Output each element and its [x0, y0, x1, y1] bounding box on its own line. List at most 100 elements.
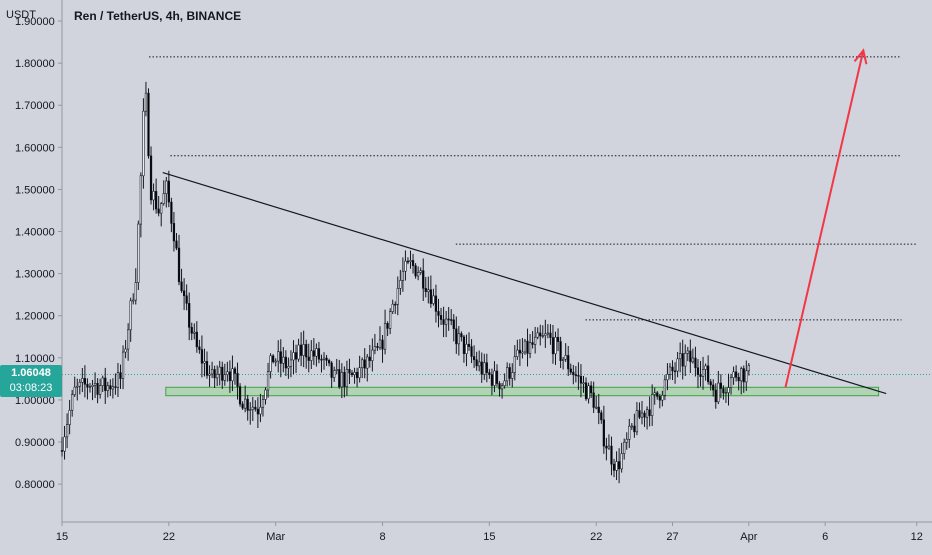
candle-body — [292, 352, 295, 361]
candle-body — [411, 260, 415, 266]
candle-body — [399, 280, 402, 289]
candle-body — [175, 240, 178, 249]
candle-body — [684, 353, 687, 367]
candle-body — [668, 366, 672, 375]
candle-body — [546, 332, 550, 335]
candle-body — [76, 385, 79, 388]
candle-body — [167, 180, 170, 203]
candle-body — [712, 384, 715, 391]
descending-trendline — [162, 172, 887, 395]
candle-body — [633, 425, 636, 433]
candle-body — [727, 387, 730, 393]
candle-body — [460, 333, 463, 338]
candle-body — [493, 370, 496, 386]
x-tick-label: 8 — [379, 531, 385, 543]
candle-body — [488, 372, 491, 375]
candle-body — [177, 247, 181, 283]
candle-body — [93, 382, 97, 386]
candle-body — [353, 371, 356, 376]
candle-body — [475, 359, 478, 367]
candle-body — [511, 372, 514, 379]
candle-body — [444, 318, 448, 325]
candle-body — [681, 353, 684, 367]
candle-body — [732, 371, 735, 378]
candle-body — [254, 406, 257, 410]
candle-body — [490, 374, 494, 386]
candle-body — [312, 350, 315, 357]
candle-body — [193, 331, 196, 334]
candle-body — [709, 381, 712, 386]
candle-body — [442, 319, 445, 325]
candle-body — [577, 374, 580, 377]
candle-body — [472, 356, 476, 361]
candle-body — [104, 377, 107, 391]
candle-body — [121, 351, 125, 379]
candle-body — [343, 372, 346, 387]
candle-body — [315, 348, 318, 357]
candle-body — [747, 365, 750, 372]
candle-body — [597, 406, 600, 414]
x-tick-label: 15 — [56, 531, 68, 543]
candle-body — [160, 203, 163, 214]
candle-body — [325, 357, 328, 361]
candle-body — [269, 355, 272, 372]
candle-body — [99, 385, 102, 395]
current-price-value: 1.06048 — [11, 367, 51, 379]
candle-body — [536, 332, 539, 338]
candle-body — [223, 374, 226, 381]
candle-body — [322, 357, 326, 360]
candle-body — [419, 270, 422, 273]
candle-body — [638, 410, 641, 418]
candle-body — [60, 450, 64, 452]
candle-body — [81, 378, 84, 383]
candle-body — [91, 384, 94, 387]
candle-body — [447, 318, 450, 321]
candle-body — [394, 303, 397, 306]
candle-body — [679, 353, 682, 360]
candle-body — [149, 155, 153, 201]
candle-body — [742, 368, 745, 383]
candle-body — [345, 368, 349, 387]
candle-body — [673, 370, 677, 373]
candle-body — [180, 281, 183, 292]
candle-body — [157, 208, 160, 214]
candle-body — [137, 223, 140, 283]
candle-body — [188, 303, 191, 328]
y-tick-label: 0.90000 — [15, 437, 55, 449]
candle-body — [129, 300, 132, 331]
candle-body — [65, 424, 69, 438]
candle-body — [147, 92, 150, 157]
y-tick-label: 1.40000 — [15, 227, 55, 239]
candle-body — [719, 382, 722, 389]
candle-body — [78, 381, 81, 387]
candle-body — [190, 327, 193, 334]
candle-body — [595, 406, 598, 409]
candle-body — [152, 191, 155, 201]
candle-body — [251, 406, 254, 410]
candle-body — [572, 371, 575, 375]
candle-body — [663, 379, 667, 396]
candle-body — [574, 374, 577, 376]
candle-body — [391, 303, 394, 312]
y-tick-label: 1.00000 — [15, 395, 55, 407]
candle-body — [96, 382, 99, 395]
candle-body — [406, 260, 410, 263]
candle-body — [358, 367, 361, 379]
y-tick-label: 1.80000 — [15, 58, 55, 70]
chart-title: Ren / TetherUS, 4h, BINANCE — [74, 9, 242, 23]
candle-body — [165, 180, 168, 194]
candle-body — [213, 369, 216, 379]
candle-body — [722, 388, 725, 394]
candle-body — [246, 398, 249, 411]
candle-body — [310, 350, 313, 361]
candle-body — [378, 339, 382, 348]
candle-body — [602, 419, 605, 447]
candle-body — [671, 366, 674, 372]
candle-body — [521, 351, 524, 354]
candle-body — [203, 361, 206, 364]
candle-body — [439, 315, 443, 320]
candle-body — [371, 349, 374, 361]
candle-body — [348, 368, 351, 374]
